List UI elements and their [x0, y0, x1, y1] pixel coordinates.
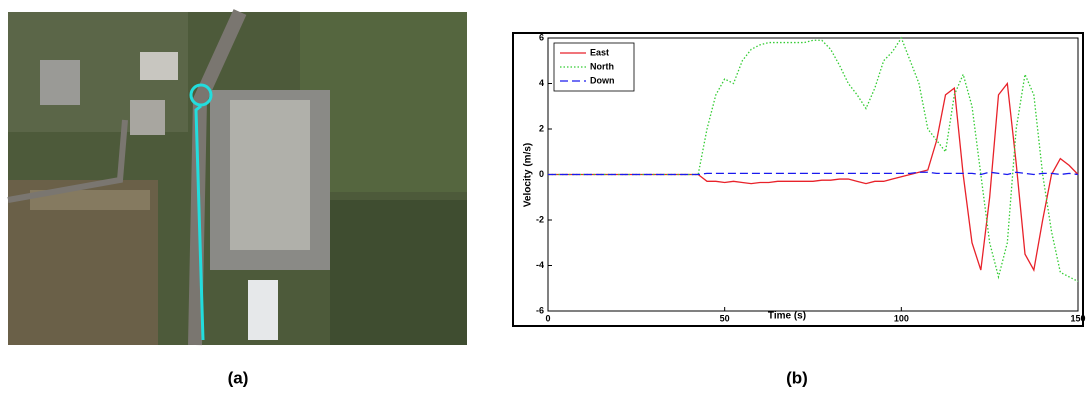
legend-label: North	[590, 61, 614, 71]
y-tick-label: -2	[536, 214, 544, 224]
series-line	[548, 171, 1079, 176]
caption: (a)	[228, 368, 249, 387]
x-tick-label: 150	[1070, 313, 1085, 323]
y-tick-label: 4	[539, 78, 544, 88]
y-tick-label: 6	[539, 32, 544, 42]
satellite-image	[7, 9, 467, 346]
x-tick-label: 50	[720, 313, 730, 323]
x-tick-label: 0	[545, 313, 550, 323]
x-tick-label: 100	[894, 313, 909, 323]
y-tick-label: -4	[536, 260, 544, 270]
x-axis-label: Time (s)	[768, 311, 806, 322]
y-tick-label: 0	[539, 169, 544, 179]
caption: (b)	[786, 368, 808, 387]
legend-label: Down	[590, 75, 615, 85]
y-tick-label: -6	[536, 305, 544, 315]
legend-label: East	[590, 47, 609, 57]
y-axis-label: Velocity (m/s)	[523, 143, 534, 207]
y-tick-label: 2	[539, 123, 544, 133]
